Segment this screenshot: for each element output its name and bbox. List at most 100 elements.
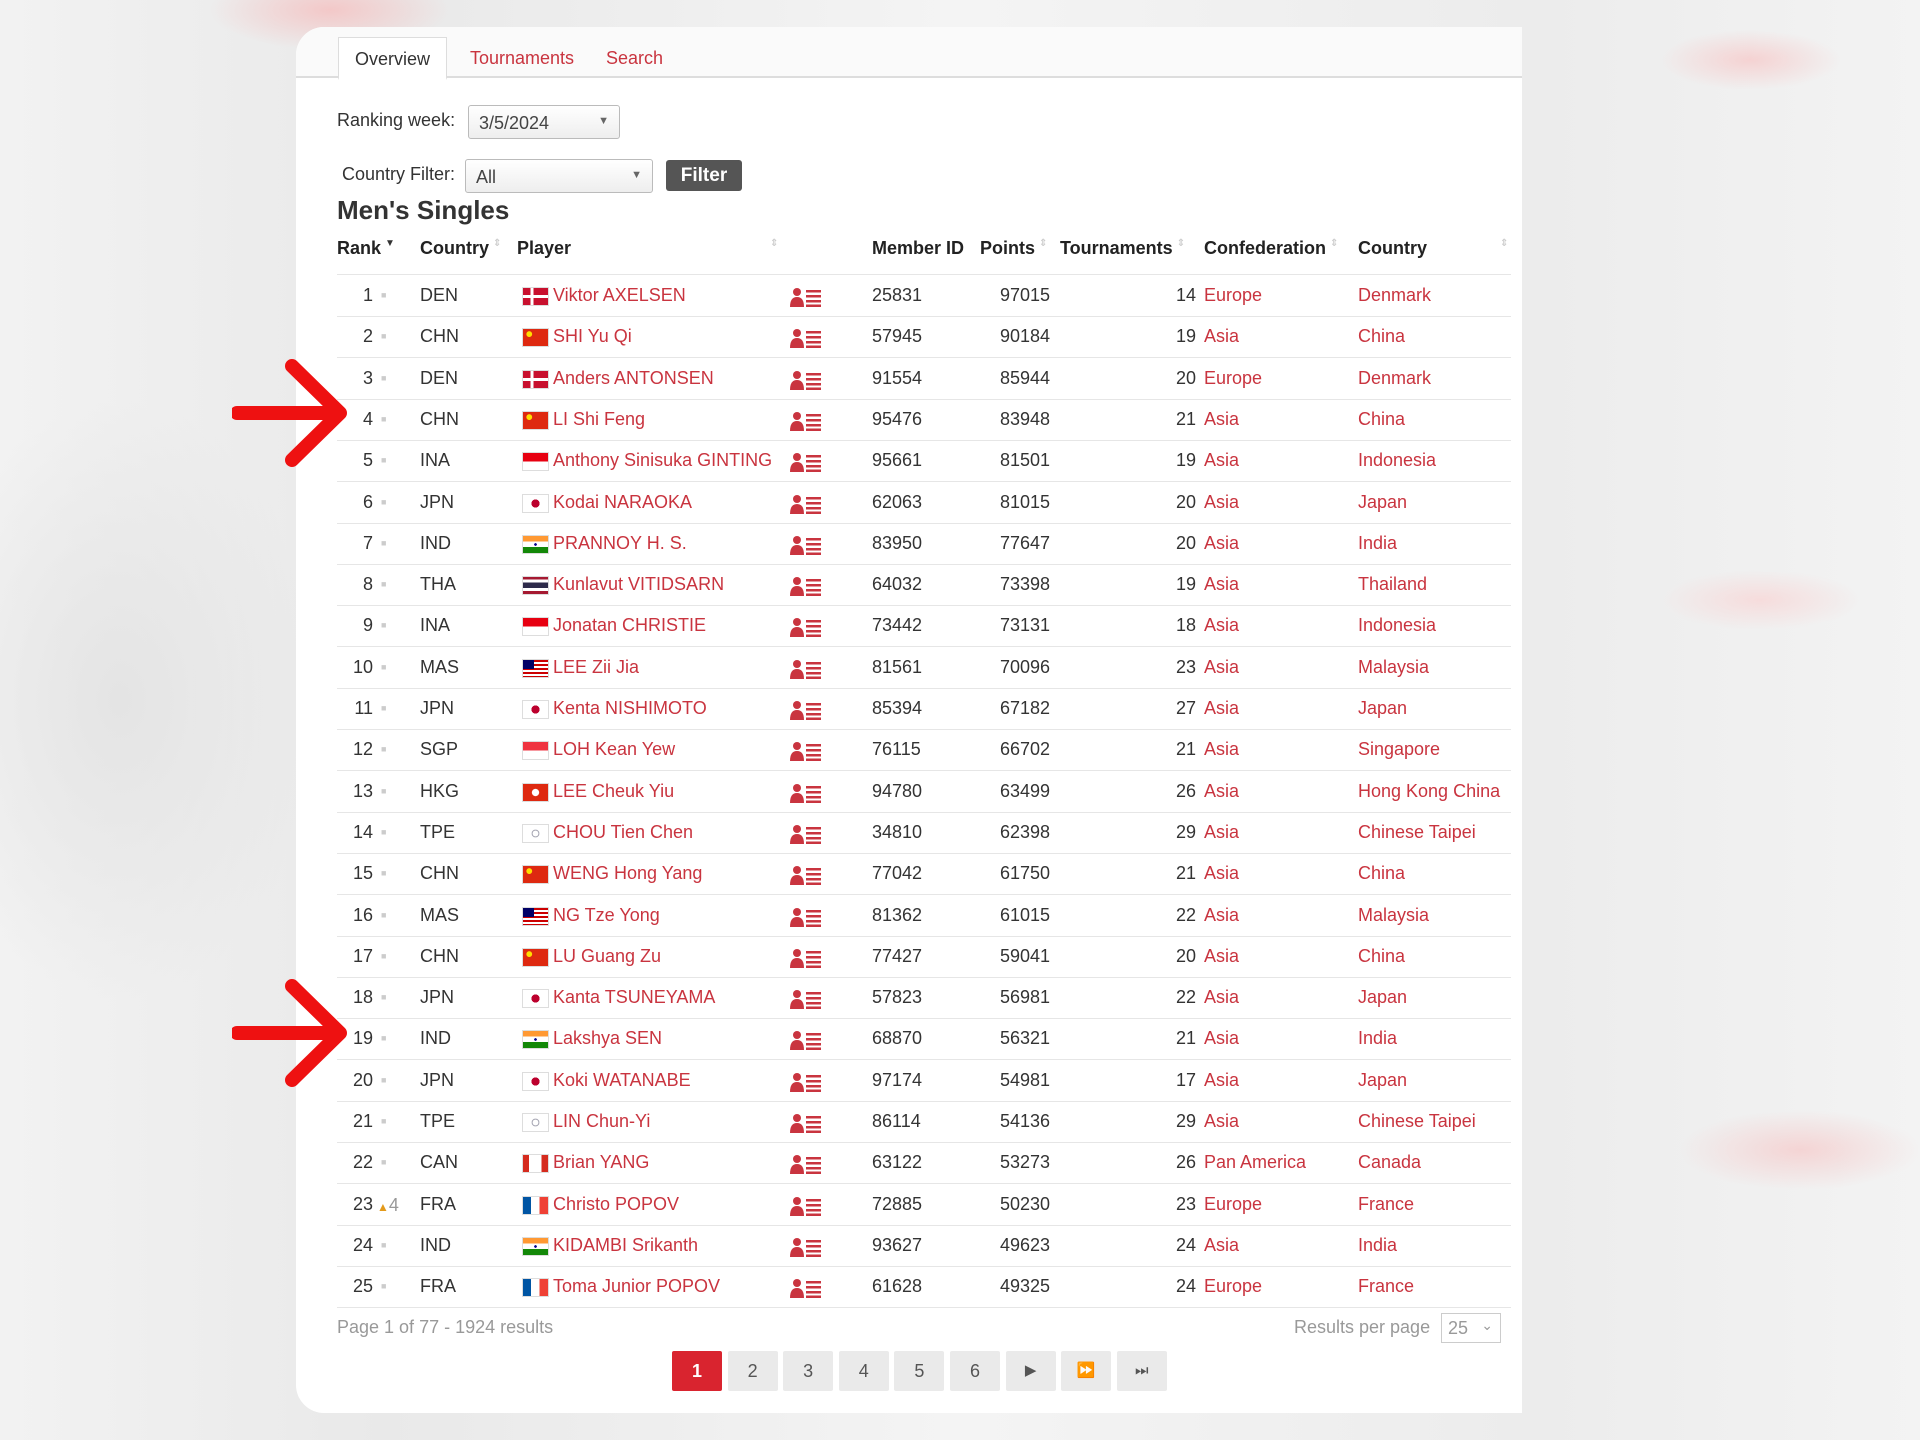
tournaments-count[interactable]: 20 [1175, 367, 1196, 388]
player-name-link[interactable]: Toma Junior POPOV [553, 1276, 721, 1297]
player-name-link[interactable]: Lakshya SEN [553, 1028, 663, 1049]
country-filter-select[interactable]: All ▼ [465, 159, 653, 193]
player-name-link[interactable]: Kenta NISHIMOTO [553, 698, 707, 718]
player-profile-icon[interactable] [790, 865, 822, 886]
player-profile-icon[interactable] [790, 783, 822, 803]
country-link[interactable]: India [1358, 532, 1398, 553]
confederation-link[interactable]: Asia [1204, 780, 1240, 801]
tournaments-count[interactable]: 21 [1175, 1028, 1196, 1049]
column-header[interactable]: Member ID [872, 238, 964, 259]
confederation-link[interactable]: Europe [1204, 285, 1263, 305]
player-name-link[interactable]: Jonatan CHRISTIE [553, 615, 707, 636]
table-row[interactable]: 13 ■ HKG LEE Cheuk Yiu 94780 63499 26 As… [337, 771, 1511, 812]
country-link[interactable]: China [1358, 945, 1406, 966]
confederation-link[interactable]: Asia [1204, 1028, 1240, 1049]
confederation-link[interactable]: Asia [1204, 863, 1240, 884]
tournaments-count[interactable]: 23 [1175, 656, 1196, 677]
country-link[interactable]: Japan [1358, 698, 1408, 718]
table-row[interactable]: 1 ■ DEN Viktor AXELSEN 25831 97015 14 Eu… [337, 275, 1511, 316]
tournaments-count[interactable]: 26 [1175, 1152, 1196, 1173]
player-name-link[interactable]: LU Guang Zu [553, 945, 662, 966]
table-row[interactable]: 16 ■ MAS NG Tze Yong 81362 61015 22 Asia… [337, 895, 1511, 936]
player-profile-icon[interactable] [790, 1113, 822, 1133]
player-name-link[interactable]: Anthony Sinisuka GINTING [553, 450, 773, 471]
player-profile-icon[interactable] [790, 370, 822, 390]
player-profile-icon[interactable] [790, 287, 822, 307]
player-profile-icon[interactable] [790, 1196, 822, 1216]
table-row[interactable]: 25 ■ FRA Toma Junior POPOV 61628 49325 2… [337, 1266, 1511, 1307]
tournaments-count[interactable]: 21 [1175, 863, 1196, 884]
player-profile-icon[interactable] [790, 948, 822, 968]
country-link[interactable]: Japan [1358, 1069, 1408, 1090]
table-row[interactable]: 2 ■ CHN SHI Yu Qi 57945 90184 19 Asia Ch… [337, 316, 1511, 357]
country-link[interactable]: Chinese Taipei [1358, 1111, 1476, 1131]
confederation-link[interactable]: Asia [1204, 532, 1240, 553]
country-link[interactable]: Denmark [1358, 367, 1432, 388]
confederation-link[interactable]: Europe [1204, 1276, 1263, 1297]
tab-overview[interactable]: Overview [338, 37, 448, 80]
confederation-link[interactable]: Asia [1204, 1069, 1240, 1090]
tournaments-count[interactable]: 19 [1175, 450, 1196, 471]
table-row[interactable]: 4 ■ CHN LI Shi Feng 95476 83948 21 Asia … [337, 399, 1511, 440]
country-link[interactable]: Singapore [1358, 739, 1441, 760]
table-row[interactable]: 7 ■ IND PRANNOY H. S. 83950 77647 20 Asi… [337, 523, 1511, 564]
player-profile-icon[interactable] [790, 452, 822, 473]
ranking-week-select[interactable]: 3/5/2024 ▼ [468, 105, 620, 139]
confederation-link[interactable]: Europe [1204, 367, 1263, 388]
column-header[interactable]: Country ⇕ [420, 238, 501, 259]
tournaments-count[interactable]: 18 [1175, 615, 1196, 636]
player-name-link[interactable]: Kodai NARAOKA [553, 491, 693, 512]
player-name-link[interactable]: Kunlavut VITIDSARN [553, 574, 725, 595]
player-name-link[interactable]: WENG Hong Yang [553, 863, 703, 884]
tournaments-count[interactable]: 19 [1175, 574, 1196, 595]
tournaments-count[interactable]: 22 [1175, 987, 1196, 1008]
column-header[interactable]: Rank ▼ [337, 238, 395, 259]
confederation-link[interactable]: Asia [1204, 945, 1240, 966]
table-row[interactable]: 12 ■ SGP LOH Kean Yew 76115 66702 21 Asi… [337, 729, 1511, 770]
player-name-link[interactable]: SHI Yu Qi [553, 326, 632, 347]
table-row[interactable]: 14 ■ TPE CHOU Tien Chen 34810 62398 29 A… [337, 812, 1511, 853]
player-profile-icon[interactable] [790, 1072, 822, 1092]
tab-tournaments[interactable]: Tournaments [470, 48, 575, 68]
player-profile-icon[interactable] [790, 700, 822, 720]
player-profile-icon[interactable] [790, 741, 822, 762]
country-link[interactable]: China [1358, 863, 1406, 884]
player-name-link[interactable]: KIDAMBI Srikanth [553, 1234, 699, 1255]
table-row[interactable]: 24 ■ IND KIDAMBI Srikanth 93627 49623 24… [337, 1225, 1511, 1266]
column-header[interactable]: Player [517, 238, 571, 259]
table-row[interactable]: 10 ■ MAS LEE Zii Jia 81561 70096 23 Asia… [337, 647, 1511, 688]
country-link[interactable]: Thailand [1358, 574, 1428, 595]
player-profile-icon[interactable] [790, 989, 822, 1010]
player-profile-icon[interactable] [790, 328, 822, 349]
country-link[interactable]: China [1358, 408, 1406, 429]
player-profile-icon[interactable] [790, 1030, 822, 1051]
tournaments-count[interactable]: 20 [1175, 945, 1196, 966]
table-row[interactable]: 21 ■ TPE LIN Chun-Yi 86114 54136 29 Asia… [337, 1101, 1511, 1142]
tournaments-count[interactable]: 17 [1175, 1069, 1196, 1090]
tab-search[interactable]: Search [606, 48, 664, 68]
country-link[interactable]: Denmark [1358, 285, 1432, 305]
country-link[interactable]: India [1358, 1234, 1398, 1255]
player-profile-icon[interactable] [790, 824, 822, 844]
player-name-link[interactable]: CHOU Tien Chen [553, 821, 694, 842]
player-name-link[interactable]: Anders ANTONSEN [553, 367, 714, 388]
confederation-link[interactable]: Asia [1204, 987, 1240, 1008]
table-row[interactable]: 5 ■ INA Anthony Sinisuka GINTING 95661 8… [337, 440, 1511, 481]
tournaments-count[interactable]: 21 [1175, 739, 1196, 760]
column-header[interactable]: Tournaments ⇕ [1060, 238, 1185, 259]
player-profile-icon[interactable] [790, 576, 822, 597]
sort-icon[interactable]: ⇕ [1500, 238, 1509, 249]
player-profile-icon[interactable] [790, 411, 822, 431]
confederation-link[interactable]: Asia [1204, 450, 1240, 471]
country-link[interactable]: Japan [1358, 987, 1408, 1008]
table-row[interactable]: 9 ■ INA Jonatan CHRISTIE 73442 73131 18 … [337, 605, 1511, 646]
country-link[interactable]: India [1358, 1028, 1398, 1049]
country-link[interactable]: Indonesia [1358, 615, 1437, 636]
tournaments-count[interactable]: 23 [1175, 1193, 1196, 1214]
country-link[interactable]: Japan [1358, 491, 1408, 512]
confederation-link[interactable]: Asia [1204, 821, 1240, 842]
player-name-link[interactable]: PRANNOY H. S. [553, 532, 687, 553]
table-row[interactable]: 3 ■ DEN Anders ANTONSEN 91554 85944 20 E… [337, 358, 1511, 399]
confederation-link[interactable]: Asia [1204, 739, 1240, 760]
tournaments-count[interactable]: 24 [1175, 1276, 1196, 1297]
